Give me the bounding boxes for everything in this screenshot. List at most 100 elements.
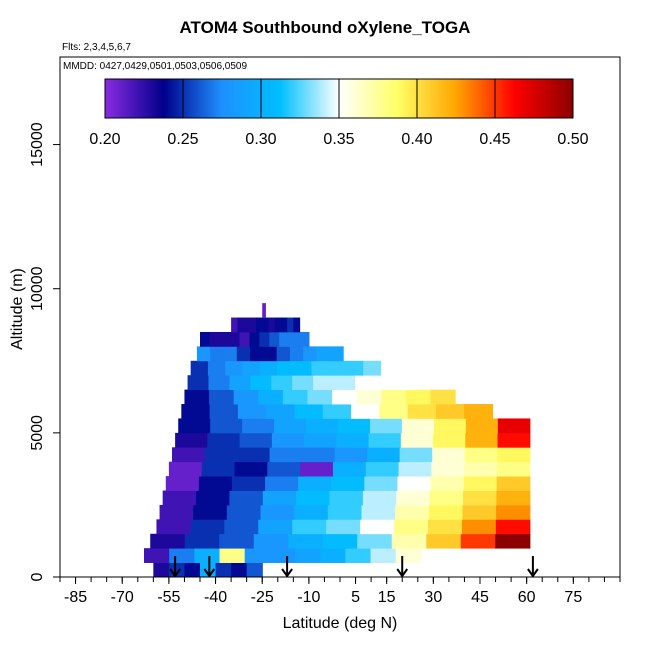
heat-cell bbox=[165, 476, 200, 491]
heat-cell bbox=[282, 389, 309, 405]
heat-cell bbox=[190, 360, 209, 376]
heat-cell bbox=[345, 360, 364, 376]
heat-cell bbox=[225, 360, 244, 376]
heat-cell bbox=[397, 476, 432, 491]
heat-cell bbox=[162, 490, 197, 506]
heat-cell bbox=[267, 461, 301, 477]
heat-cell bbox=[405, 389, 432, 405]
heat-cell bbox=[262, 303, 266, 318]
heat-cell bbox=[229, 490, 264, 506]
heat-cell bbox=[433, 418, 467, 434]
heat-cell bbox=[271, 432, 305, 448]
heat-cell bbox=[249, 317, 257, 333]
heat-cell bbox=[435, 404, 465, 419]
heat-cell bbox=[250, 346, 264, 362]
heat-cell bbox=[360, 519, 395, 535]
heat-cell bbox=[496, 461, 531, 477]
heat-cell bbox=[276, 346, 291, 362]
x-tick-label: -55 bbox=[157, 589, 180, 606]
altitude-layer-11 bbox=[181, 404, 494, 419]
heat-cell bbox=[263, 346, 278, 362]
y-tick-label: 10000 bbox=[29, 266, 46, 311]
heat-cell bbox=[219, 331, 231, 347]
heat-cell bbox=[298, 476, 332, 491]
y-tick-label: 5000 bbox=[29, 415, 46, 451]
x-tick-label: -85 bbox=[64, 589, 87, 606]
heat-cell bbox=[172, 447, 206, 463]
heat-cell bbox=[210, 346, 225, 362]
altitude-layer-8 bbox=[172, 447, 531, 463]
heat-cell bbox=[407, 404, 437, 419]
heat-cell bbox=[294, 504, 329, 520]
heat-cell bbox=[159, 504, 194, 520]
heat-cell bbox=[430, 389, 456, 405]
heat-cell bbox=[327, 504, 363, 520]
heat-cell bbox=[231, 476, 266, 491]
altitude-layer-5 bbox=[162, 490, 531, 506]
heat-cell bbox=[279, 331, 290, 347]
heat-cell bbox=[429, 490, 464, 506]
heat-cell bbox=[496, 504, 531, 520]
heat-cell bbox=[289, 346, 304, 362]
heat-cell bbox=[156, 519, 191, 535]
heat-cell bbox=[209, 331, 221, 347]
heat-cell bbox=[298, 331, 310, 347]
heat-cell bbox=[370, 548, 397, 563]
heat-cell bbox=[168, 461, 203, 477]
heat-cell bbox=[237, 447, 271, 463]
heat-cell bbox=[375, 375, 398, 391]
heat-cell bbox=[295, 548, 321, 563]
heat-cell bbox=[356, 389, 382, 405]
heat-cell bbox=[237, 404, 267, 419]
heat-cell bbox=[462, 504, 497, 520]
heat-cell bbox=[354, 375, 377, 391]
heat-cell bbox=[258, 389, 284, 405]
colorbar-tick-label: 0.50 bbox=[557, 131, 588, 148]
x-tick-label: -40 bbox=[204, 589, 227, 606]
heat-cell bbox=[495, 533, 531, 549]
heat-cell bbox=[328, 360, 347, 376]
heat-cell bbox=[329, 490, 364, 506]
altitude-layer-2 bbox=[150, 533, 531, 549]
heat-cell bbox=[497, 418, 531, 434]
heat-cell bbox=[289, 331, 300, 347]
heat-cell bbox=[269, 331, 280, 347]
heat-cell bbox=[304, 432, 337, 448]
altitude-layer-10 bbox=[178, 418, 531, 434]
heat-cell bbox=[367, 447, 401, 463]
heat-cell bbox=[209, 389, 235, 405]
altitude-layer-7 bbox=[168, 461, 531, 477]
heat-cell bbox=[242, 360, 261, 376]
heat-cell bbox=[396, 375, 419, 391]
heat-cell bbox=[229, 331, 241, 347]
heat-cell bbox=[465, 418, 499, 434]
heat-cell bbox=[184, 533, 220, 549]
heat-cell bbox=[239, 432, 273, 448]
heat-cell bbox=[169, 548, 195, 563]
heat-cell bbox=[365, 461, 400, 477]
heat-cell bbox=[391, 533, 427, 549]
heat-cell bbox=[307, 389, 333, 405]
heat-cell bbox=[190, 519, 225, 535]
heat-cell bbox=[207, 360, 226, 376]
heat-cell bbox=[495, 519, 531, 535]
heat-cell bbox=[292, 519, 327, 535]
colorbar-tick-label: 0.35 bbox=[323, 131, 354, 148]
heat-cell bbox=[150, 533, 186, 549]
colorbar-tick-label: 0.25 bbox=[167, 131, 198, 148]
heat-cell bbox=[463, 476, 498, 491]
heat-cell bbox=[231, 317, 238, 333]
heat-cell bbox=[266, 404, 296, 419]
heat-cell bbox=[175, 432, 208, 448]
x-tick-label: 5 bbox=[351, 589, 360, 606]
heat-cell bbox=[336, 432, 370, 448]
heat-cell bbox=[253, 533, 289, 549]
y-axis-label: Altitude (m) bbox=[9, 268, 26, 350]
heat-cell bbox=[296, 490, 331, 506]
heat-cell bbox=[430, 476, 465, 491]
heat-cell bbox=[464, 461, 498, 477]
colorbar-tick-label: 0.30 bbox=[245, 131, 276, 148]
heat-cell bbox=[303, 346, 318, 362]
colorbar-tick-label: 0.45 bbox=[479, 131, 510, 148]
